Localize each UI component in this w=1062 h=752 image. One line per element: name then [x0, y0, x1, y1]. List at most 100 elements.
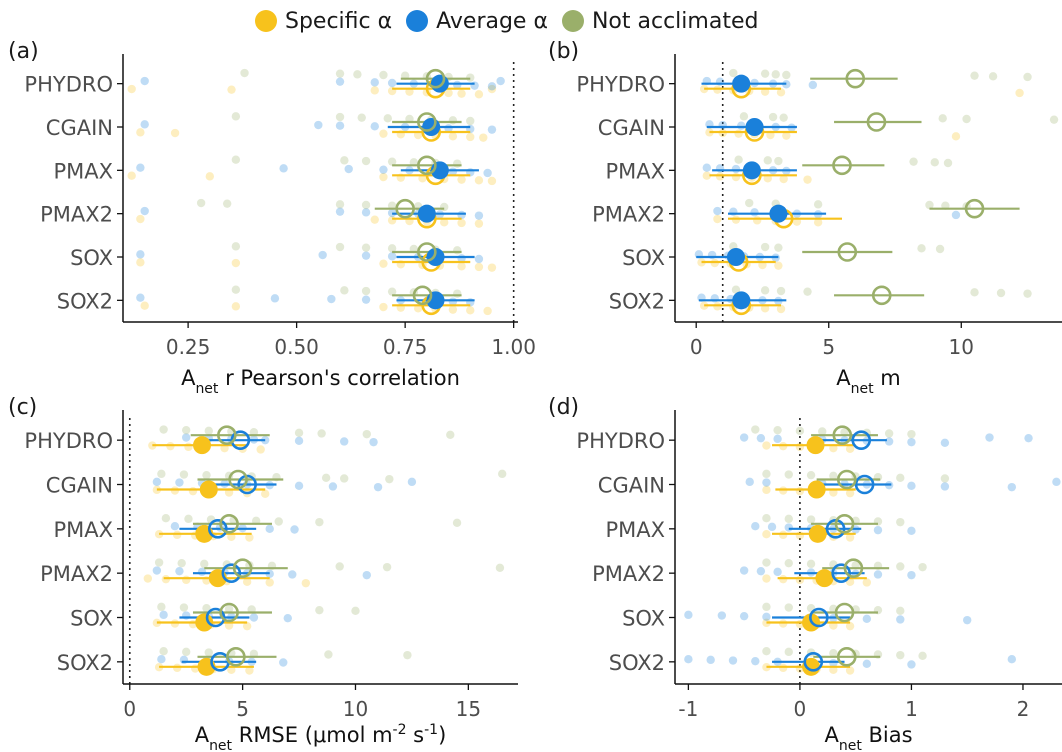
data-point [407, 477, 417, 487]
data-point [335, 121, 345, 130]
data-point [715, 164, 725, 173]
data-point [918, 562, 927, 572]
data-point [448, 132, 458, 141]
data-point [435, 253, 445, 262]
data-point [197, 478, 207, 488]
data-point [175, 478, 184, 487]
data-point [742, 260, 751, 269]
data-point [157, 469, 166, 479]
data-point [202, 603, 211, 613]
x-tick-label: -1 [678, 697, 698, 721]
mean-marker [422, 118, 441, 136]
mean-marker [228, 469, 248, 490]
mean-marker [421, 295, 441, 316]
data-point [238, 444, 247, 454]
mean-marker [425, 165, 446, 186]
data-point [422, 88, 432, 97]
data-point [440, 174, 449, 184]
data-point [750, 208, 759, 217]
data-point [782, 131, 791, 140]
data-point [242, 577, 252, 587]
mean-marker [210, 652, 230, 672]
legend-item-not-acclimated: Not acclimated [561, 9, 758, 34]
data-point [251, 516, 261, 526]
data-point [774, 261, 783, 270]
data-point [479, 133, 488, 142]
data-point [361, 243, 371, 252]
data-point [829, 532, 838, 542]
data-point [1024, 433, 1033, 443]
data-point [729, 68, 738, 78]
data-point [760, 242, 770, 252]
legend: Specific α Average α Not acclimated [255, 6, 758, 36]
category-label: SOX2 [609, 651, 665, 675]
data-point [1049, 115, 1059, 124]
data-point [387, 244, 397, 253]
data-point [231, 242, 241, 251]
data-point [829, 568, 838, 578]
data-point [409, 79, 419, 88]
data-point [1015, 88, 1024, 98]
data-point [272, 472, 281, 482]
x-axis-title-main: A [836, 366, 851, 390]
data-point [715, 172, 725, 181]
mean-marker [221, 563, 242, 583]
data-point [265, 480, 274, 490]
panel-tag: (a) [8, 39, 39, 64]
data-point [771, 70, 780, 79]
data-point [385, 474, 394, 484]
x-tick-label: 1 [905, 697, 918, 721]
data-point [829, 648, 838, 658]
data-point [335, 77, 345, 86]
data-point [127, 171, 136, 180]
data-point [206, 487, 216, 497]
data-point [159, 425, 168, 434]
data-point [779, 174, 788, 184]
data-point [818, 478, 827, 488]
x-axis-title-main: A [195, 723, 210, 747]
data-point [196, 198, 206, 208]
data-point [862, 578, 872, 587]
x-axis-title-rest: RMSE (μmol m [232, 723, 392, 747]
category-label: PMAX2 [40, 562, 113, 586]
data-point [829, 621, 838, 630]
mean-marker [217, 425, 237, 445]
data-point [812, 620, 821, 630]
category-label: SOX [70, 607, 113, 631]
data-point [290, 525, 299, 534]
mean-marker [809, 607, 829, 628]
data-point [379, 165, 388, 174]
data-point [907, 526, 916, 536]
data-point [227, 532, 236, 542]
mean-marker [219, 602, 239, 623]
data-point [152, 477, 162, 487]
data-point [760, 304, 770, 313]
mean-marker [425, 78, 446, 99]
data-point [418, 174, 427, 183]
data-point [474, 262, 484, 272]
x-tick-label: 5 [822, 335, 835, 359]
data-point [474, 211, 484, 220]
mean-marker [964, 198, 985, 219]
data-point [778, 441, 788, 451]
data-point [270, 294, 280, 303]
data-point [387, 201, 397, 210]
data-point [474, 219, 484, 228]
data-point [768, 79, 778, 88]
data-point [812, 576, 821, 585]
data-point [784, 514, 793, 524]
data-point [136, 293, 145, 302]
data-point [729, 207, 738, 216]
data-point [191, 664, 200, 673]
data-point [495, 563, 505, 573]
data-point [818, 427, 827, 436]
data-point [154, 529, 164, 539]
data-point [845, 621, 855, 631]
data-point [717, 611, 727, 620]
x-axis-title: Anet RMSE (μmol m-2 s-1) [195, 722, 447, 752]
data-point [396, 303, 406, 312]
data-point [179, 655, 189, 665]
data-point [784, 558, 793, 568]
mean-marker [832, 425, 853, 445]
data-point [773, 567, 782, 577]
